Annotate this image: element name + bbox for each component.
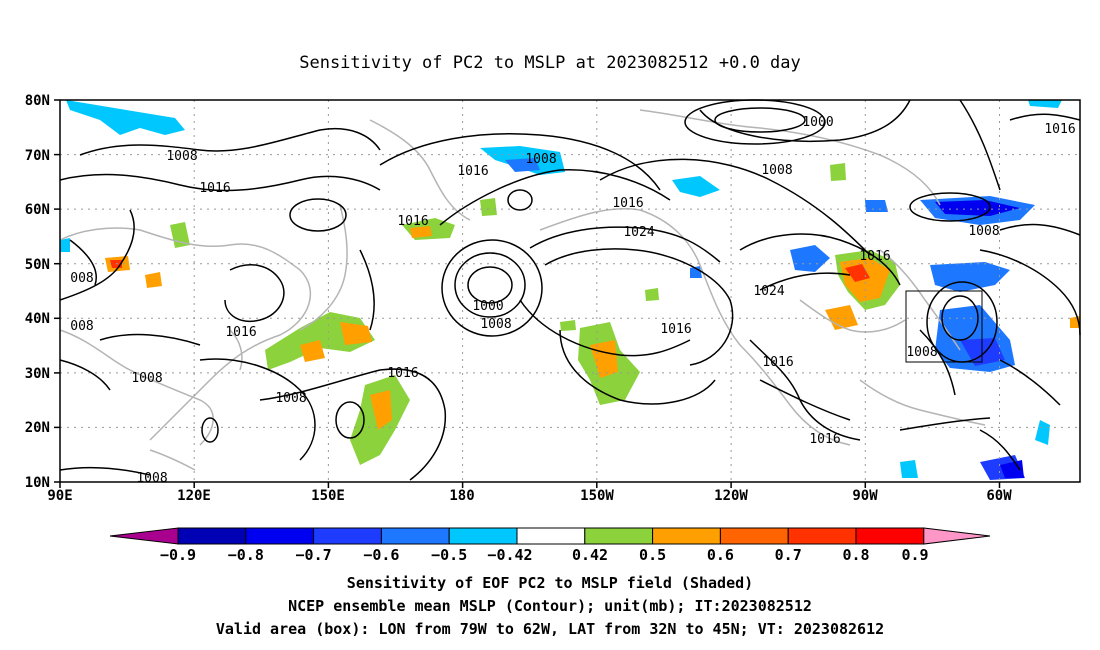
- colorbar-segment: [584, 527, 654, 545]
- lon-label: 180: [449, 488, 474, 504]
- lon-label: 60W: [986, 488, 1012, 504]
- lat-label: 70N: [25, 148, 50, 164]
- lon-label: 90W: [852, 488, 878, 504]
- colorbar-label: 0.9: [901, 546, 928, 564]
- contour-label: 1000: [472, 299, 503, 314]
- lat-label: 80N: [25, 93, 50, 109]
- colorbar-label: −0.8: [228, 546, 264, 564]
- lat-label: 20N: [25, 420, 50, 436]
- contour-label: 1016: [660, 322, 691, 337]
- contour-label: 1024: [753, 284, 784, 299]
- mslp-contours: [59, 99, 1081, 481]
- lon-label: 150W: [580, 488, 614, 504]
- colorbar-segment: [719, 527, 789, 545]
- lon-label: 150E: [311, 488, 345, 504]
- contour-label: 1008: [131, 371, 162, 386]
- colorbar-under-triangle: [109, 527, 179, 545]
- colorbar-label: −0.9: [160, 546, 196, 564]
- colorbar-label: −0.7: [296, 546, 332, 564]
- axis-ticks: [54, 99, 1001, 488]
- contour-label: 1008: [480, 317, 511, 332]
- gridlines: [60, 100, 1080, 482]
- colorbar-segment: [380, 527, 450, 545]
- colorbar-label: 0.6: [707, 546, 734, 564]
- colorbar: [109, 527, 991, 545]
- contour-label: 1024: [623, 225, 654, 240]
- colorbar-segment: [177, 527, 247, 545]
- contour-labels: 1000 1016 1008 1016 1008 1008 1016 1016 …: [70, 115, 1075, 486]
- colorbar-segment: [313, 527, 382, 545]
- colorbar-segment: [448, 527, 518, 545]
- lon-label: 120E: [177, 488, 211, 504]
- lat-label: 30N: [25, 366, 50, 382]
- captions: Sensitivity of EOF PC2 to MSLP field (Sh…: [216, 574, 884, 638]
- colorbar-label: 0.42: [572, 546, 608, 564]
- map-title: Sensitivity of PC2 to MSLP at 2023082512…: [299, 53, 801, 73]
- lat-label: 60N: [25, 202, 50, 218]
- colorbar-label: −0.42: [487, 546, 532, 564]
- contour-label: 008: [70, 319, 93, 334]
- contour-label: 1016: [225, 325, 256, 340]
- lat-label: 10N: [25, 475, 50, 491]
- sensitivity-shading: [60, 100, 1080, 480]
- contour-label: 1016: [859, 249, 890, 264]
- contour-label: 1008: [275, 391, 306, 406]
- contour-label: 1008: [166, 149, 197, 164]
- contour-label: 1008: [761, 163, 792, 178]
- latitude-labels: 80N 70N 60N 50N 40N 30N 20N 10N: [25, 93, 50, 491]
- colorbar-label: 0.5: [639, 546, 666, 564]
- contour-label: 008: [70, 271, 93, 286]
- contour-label: 1016: [457, 164, 488, 179]
- longitude-labels: 90E 120E 150E 180 150W 120W 90W 60W: [47, 488, 1012, 504]
- contour-label: 1016: [387, 366, 418, 381]
- contour-label: 1016: [612, 196, 643, 211]
- contour-label: 1008: [968, 224, 999, 239]
- contour-label: 1016: [397, 214, 428, 229]
- lon-label: 90E: [47, 488, 72, 504]
- caption-contour: NCEP ensemble mean MSLP (Contour); unit(…: [288, 597, 812, 615]
- colorbar-segment: [516, 527, 586, 545]
- lat-label: 50N: [25, 257, 50, 273]
- colorbar-label: 0.8: [842, 546, 869, 564]
- colorbar-over-triangle: [923, 527, 991, 545]
- colorbar-segment: [245, 527, 315, 545]
- map-panel: 1000 1016 1008 1016 1008 1008 1016 1016 …: [25, 93, 1081, 504]
- valid-area-box: [905, 290, 983, 363]
- colorbar-segment: [787, 527, 857, 545]
- map-frame: [59, 99, 1081, 483]
- colorbar-labels: −0.9 −0.8 −0.7 −0.6 −0.5 −0.42 0.42 0.5 …: [160, 546, 929, 564]
- contour-label: 1016: [1044, 122, 1075, 137]
- colorbar-label: −0.6: [363, 546, 399, 564]
- lon-label: 120W: [714, 488, 748, 504]
- contour-label: 1016: [199, 181, 230, 196]
- caption-valid-area: Valid area (box): LON from 79W to 62W, L…: [216, 620, 884, 638]
- colorbar-label: 0.7: [775, 546, 802, 564]
- contour-label: 1016: [762, 355, 793, 370]
- contour-label: 1008: [136, 471, 167, 486]
- colorbar-label: −0.5: [431, 546, 467, 564]
- colorbar-segment: [652, 527, 721, 545]
- caption-shading: Sensitivity of EOF PC2 to MSLP field (Sh…: [347, 574, 753, 592]
- lat-label: 40N: [25, 311, 50, 327]
- contour-label: 1000: [802, 115, 833, 130]
- colorbar-segment: [855, 527, 925, 545]
- contour-label: 1008: [906, 345, 937, 360]
- contour-label: 1008: [525, 152, 556, 167]
- contour-label: 1016: [809, 432, 840, 447]
